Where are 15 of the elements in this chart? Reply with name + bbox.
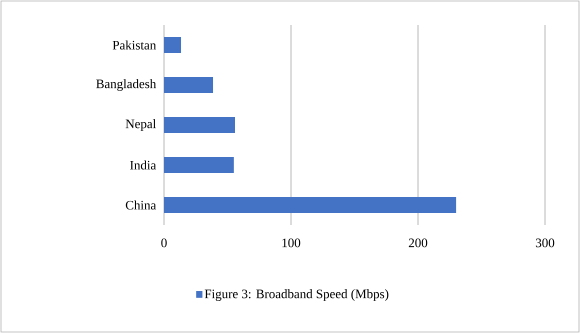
x-tick-label: 100 <box>282 238 300 248</box>
bar <box>164 197 456 213</box>
y-tick-label: Pakistan <box>112 40 156 50</box>
x-tick-label: 0 <box>161 238 167 248</box>
x-tick-label: 300 <box>536 238 554 248</box>
bar <box>164 157 234 173</box>
y-tick-label: Nepal <box>126 119 156 131</box>
bar <box>164 117 235 133</box>
bar <box>164 37 182 54</box>
x-tick-label: 200 <box>408 238 428 248</box>
y-tick-label: China <box>126 200 156 210</box>
legend-label: Figure 3: Broadband Speed (Mbps) <box>204 289 388 301</box>
bar <box>164 77 214 94</box>
y-tick-label: Bangladesh <box>96 79 156 91</box>
y-tick-label: India <box>130 160 156 170</box>
